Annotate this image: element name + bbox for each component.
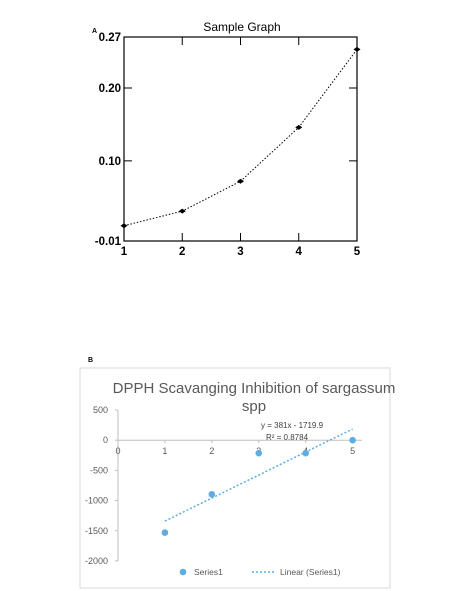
b-data-point <box>161 529 169 536</box>
a-ytick-label: 0.20 <box>99 83 121 95</box>
panel-a-y-axis: 0.27 0.20 0.10 -0.01 <box>95 32 357 248</box>
b-ytick-label: -2000 <box>85 556 108 566</box>
panel-b-legend: Series1 Linear (Series1) <box>179 567 341 577</box>
panel-a-series <box>120 46 361 229</box>
b-legend-series1-marker <box>179 568 187 576</box>
a-data-point <box>353 46 361 52</box>
panel-b-label: B <box>88 357 93 364</box>
panel-b-chart-border <box>79 367 391 589</box>
a-data-point <box>237 178 244 184</box>
a-xtick-label: 5 <box>354 246 361 258</box>
b-legend-trend-label: Linear (Series1) <box>280 567 341 577</box>
b-ytick-label: -1500 <box>85 526 108 536</box>
b-ytick-label: -1000 <box>85 496 108 506</box>
a-xtick-label: 2 <box>179 246 185 258</box>
b-legend-series1-label: Series1 <box>194 567 223 577</box>
b-linear-trendline <box>164 428 353 522</box>
b-data-point <box>349 436 356 444</box>
a-xtick-label: 1 <box>121 246 128 258</box>
panel-a-sample-graph: A Sample Graph 0.27 0.20 0.10 -0.01 1 2 3 4 5 <box>92 20 361 258</box>
panel-b-title-line-2: spp <box>242 398 266 415</box>
panel-a-title: Sample Graph <box>203 20 280 34</box>
panel-b-series-points <box>161 436 356 536</box>
a-ytick-label: 0.27 <box>99 32 121 44</box>
a-xtick-label: 4 <box>296 246 303 258</box>
b-ytick-label: 500 <box>93 405 108 415</box>
panel-b-dpph-chart: B DPPH Scavanging Inhibition of sargassu… <box>79 357 396 589</box>
b-xtick-label: 1 <box>162 446 167 456</box>
a-xtick-label: 3 <box>237 246 243 258</box>
b-xtick-label: 2 <box>209 446 214 456</box>
panel-b-title-line-1: DPPH Scavanging Inhibition of sargassum <box>113 380 396 397</box>
panel-a-plot-frame <box>123 36 358 242</box>
panel-b-trendline <box>164 428 353 522</box>
b-data-point <box>255 449 263 457</box>
b-ytick-label: 0 <box>103 435 108 445</box>
panel-a-x-axis: 1 2 3 4 5 <box>121 37 361 258</box>
b-data-point <box>302 449 309 457</box>
a-data-point <box>295 124 303 130</box>
b-ytick-label: -500 <box>90 465 108 475</box>
a-data-point <box>120 223 128 229</box>
panel-b-trend-equation: y = 381x - 1719.9 <box>261 421 324 430</box>
panel-b-trend-r2: R² = 0.8784 <box>266 433 309 442</box>
b-xtick-label: 0 <box>115 446 120 456</box>
a-data-point <box>178 208 186 214</box>
panel-a-label: A <box>92 28 97 35</box>
b-xtick-label: 5 <box>350 446 355 456</box>
a-ytick-label: -0.01 <box>95 236 122 248</box>
a-series-line <box>123 49 358 227</box>
b-data-point <box>208 490 216 498</box>
a-ytick-label: 0.10 <box>99 156 121 168</box>
